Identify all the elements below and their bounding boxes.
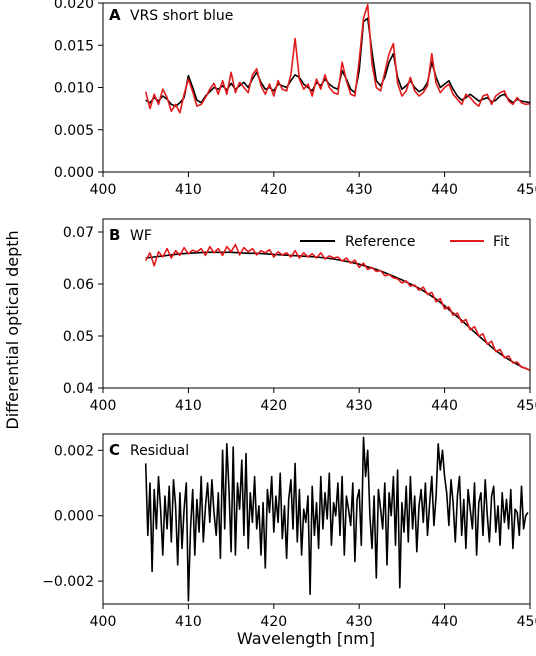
x-axis-label: Wavelength [nm] <box>237 629 375 648</box>
panel-a-x-tick-label-3: 430 <box>346 182 373 198</box>
panel-a-y-tick-label-1: 0.005 <box>54 123 94 139</box>
panel-b-x-tick-label-4: 440 <box>431 398 458 414</box>
panel-b-frame <box>102 218 531 389</box>
panel-a-series-fit <box>144 3 531 114</box>
panel-b-x-tick-label-3: 430 <box>346 398 373 414</box>
panel-a-y-tick-label-0: 0.000 <box>54 165 94 181</box>
panel-c-x-tick-label-2: 420 <box>260 614 287 630</box>
panel-a-x-tick-label-4: 440 <box>431 182 458 198</box>
panel-a-title: VRS short blue <box>130 8 233 24</box>
panel-b-title: WF <box>130 228 152 244</box>
panel-a-letter: A <box>109 6 121 24</box>
y-axis-label: Differential optical depth <box>3 230 22 429</box>
panel-b-y-tick-label-1: 0.05 <box>63 329 94 345</box>
panel-a-y-tick-label-4: 0.020 <box>54 0 94 12</box>
legend-label-reference: Reference <box>345 234 416 250</box>
panel-c-x-tick-label-4: 440 <box>431 614 458 630</box>
panel-a-y-tick-label-3: 0.015 <box>54 38 94 54</box>
panel-b-y-tick-label-0: 0.04 <box>63 381 94 397</box>
panel-a-x-tick-label-2: 420 <box>260 182 287 198</box>
panel-c-title: Residual <box>130 443 189 459</box>
panel-c-frame <box>102 433 531 605</box>
legend: Reference Fit <box>300 234 510 250</box>
panel-a-y-tick-label-2: 0.010 <box>54 81 94 97</box>
panel-b-x-tick-label-0: 400 <box>90 398 117 414</box>
panel-a-x-tick-label-1: 410 <box>175 182 202 198</box>
panel-c-letter: C <box>109 441 120 459</box>
panel-b-letter: B <box>109 226 120 244</box>
panel-b-x-tick-label-1: 410 <box>175 398 202 414</box>
panel-c-y-tick-label-2: 0.002 <box>54 443 94 459</box>
panel-c: 400 410 420 430 440 450 −0.002 0.000 0.002 C Res… <box>42 433 536 630</box>
panel-c-x-tick-label-3: 430 <box>346 614 373 630</box>
panel-a: 400 410 420 430 440 450 0.000 0.005 0.010 0.015 0.… <box>54 0 536 198</box>
panel-c-x-tick-label-5: 450 <box>517 614 536 630</box>
panel-b-y-tick-label-2: 0.06 <box>63 277 94 293</box>
panel-b-x-tick-label-5: 450 <box>517 398 536 414</box>
panel-a-x-tick-label-0: 400 <box>90 182 117 198</box>
panel-c-series-residual <box>144 436 529 602</box>
panel-c-x-tick-label-0: 400 <box>90 614 117 630</box>
panel-a-x-tick-label-5: 450 <box>517 182 536 198</box>
panel-c-y-tick-label-1: 0.000 <box>54 509 94 525</box>
panel-b-series-reference <box>145 251 531 372</box>
panel-b-y-tick-label-3: 0.07 <box>63 225 94 241</box>
panel-b-x-tick-label-2: 420 <box>260 398 287 414</box>
panel-b: 4004104204304404500.040.050.060.07 B WF … <box>63 218 536 414</box>
panel-b-series-fit <box>144 243 531 372</box>
panel-c-x-tick-label-1: 410 <box>175 614 202 630</box>
panel-c-y-tick-label-0: −0.002 <box>42 574 94 590</box>
legend-label-fit: Fit <box>493 234 510 250</box>
